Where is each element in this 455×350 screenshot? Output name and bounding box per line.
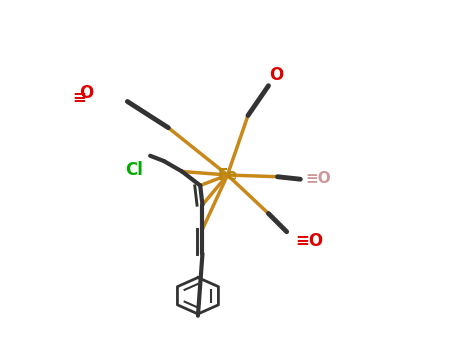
Text: ≡O: ≡O <box>295 232 323 251</box>
Text: ≡O: ≡O <box>306 171 332 186</box>
Text: O: O <box>79 84 94 102</box>
Text: O: O <box>269 66 284 84</box>
Text: ≡: ≡ <box>73 89 86 107</box>
Text: Fe: Fe <box>217 168 238 182</box>
Text: Cl: Cl <box>125 161 143 179</box>
